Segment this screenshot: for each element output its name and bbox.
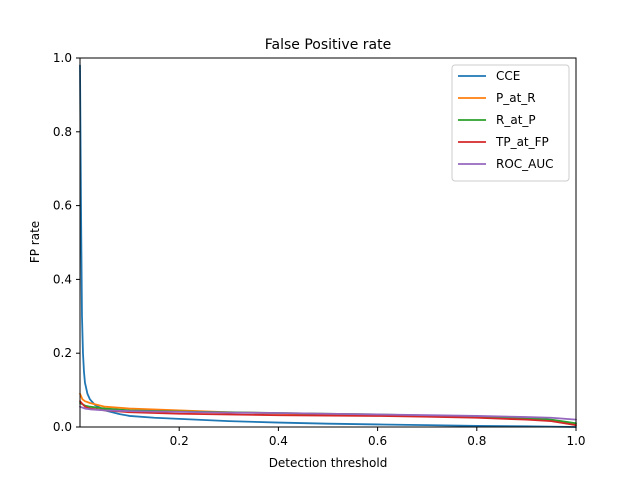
legend-label: R_at_P — [496, 113, 536, 127]
y-axis-ticks: 0.0 0.2 0.4 0.6 0.8 1.0 — [53, 51, 80, 434]
legend-label: ROC_AUC — [496, 157, 554, 171]
chart-title: False Positive rate — [265, 37, 391, 53]
y-tick-label: 0.6 — [53, 199, 72, 213]
y-tick-label: 0.2 — [53, 346, 72, 360]
x-tick-label: 0.6 — [368, 434, 387, 448]
y-axis-label: FP rate — [28, 221, 42, 263]
x-axis-label: Detection threshold — [269, 456, 388, 470]
y-tick-label: 0.8 — [53, 125, 72, 139]
x-tick-label: 1.0 — [566, 434, 585, 448]
y-tick-label: 0.4 — [53, 272, 72, 286]
legend-label: P_at_R — [496, 91, 536, 105]
series-line-cce — [79, 64, 577, 428]
legend-box — [451, 64, 570, 182]
x-tick-label: 0.4 — [269, 434, 288, 448]
axes-frame — [79, 57, 577, 428]
plot-area — [79, 57, 577, 428]
legend: CCE P_at_R R_at_P TP_at_FP ROC_AUC — [451, 64, 570, 182]
y-tick-label: 1.0 — [53, 51, 72, 65]
x-tick-label: 0.8 — [467, 434, 486, 448]
series-line-roc-auc — [79, 405, 577, 421]
x-axis-ticks: 0.2 0.4 0.6 0.8 1.0 — [170, 427, 586, 448]
legend-label: CCE — [496, 69, 520, 83]
x-tick-label: 0.2 — [170, 434, 189, 448]
y-tick-label: 0.0 — [53, 420, 72, 434]
legend-label: TP_at_FP — [495, 135, 549, 149]
